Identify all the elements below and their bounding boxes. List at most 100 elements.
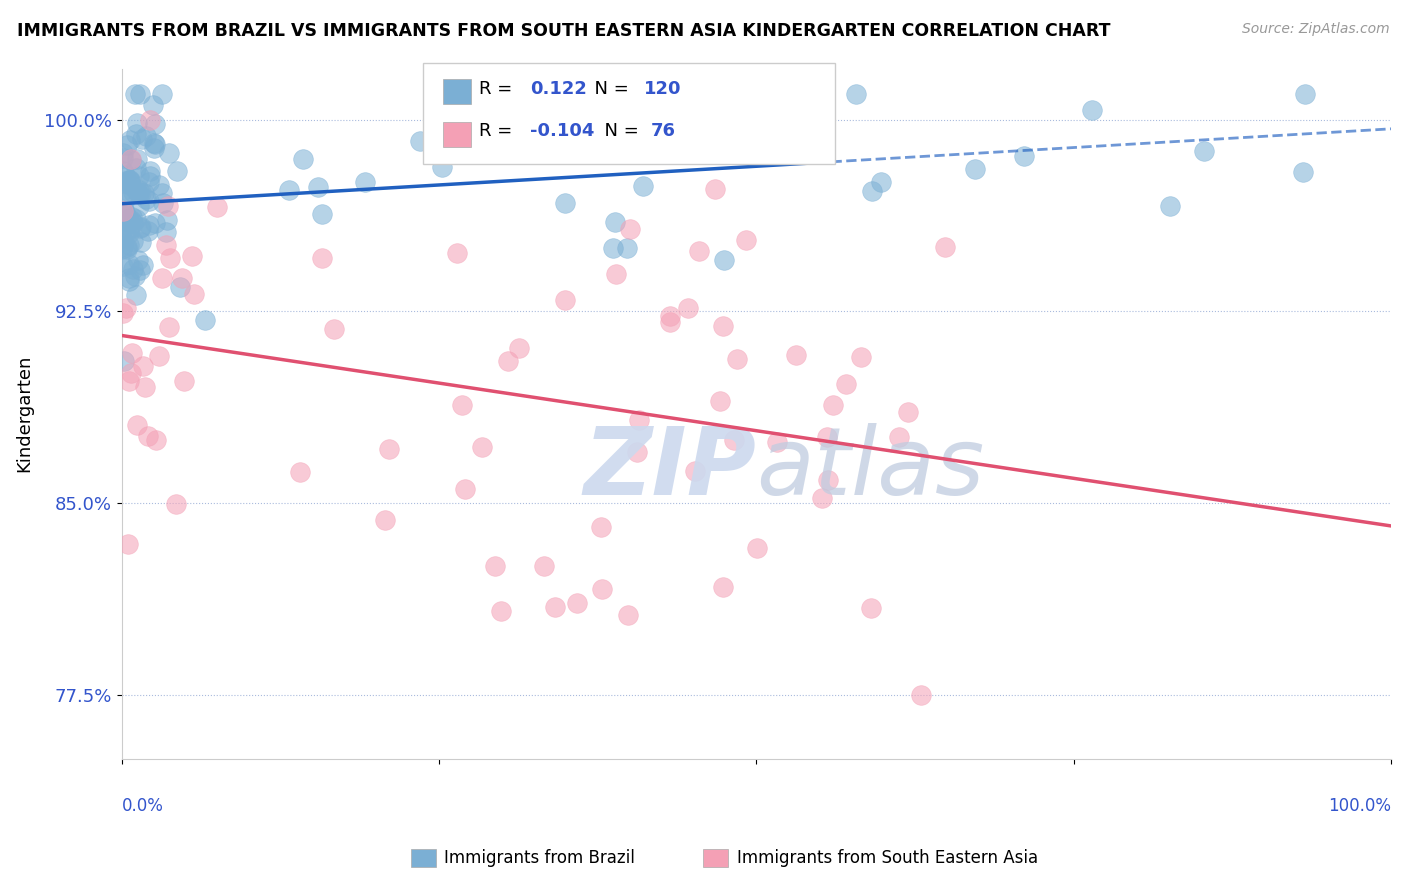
Point (132, 359, 155, 373)
Point (616, 241, 638, 255)
Point (165, 497, 187, 511)
Point (128, 186, 150, 201)
Point (138, 194, 160, 208)
Point (118, 215, 141, 229)
Y-axis label: Kindergarten: Kindergarten (15, 355, 32, 473)
Point (430, 160, 453, 174)
Point (145, 434, 167, 448)
Point (834, 376, 856, 391)
Text: Immigrants from Brazil: Immigrants from Brazil (444, 849, 636, 867)
Point (122, 234, 145, 248)
Point (581, 113, 603, 128)
Point (128, 221, 150, 235)
Point (118, 374, 141, 388)
Point (139, 112, 162, 127)
Point (1194, 145, 1216, 159)
Point (124, 87, 146, 101)
Point (111, 145, 134, 160)
Point (120, 133, 142, 147)
Point (112, 354, 135, 368)
Point (815, 429, 838, 443)
Point (896, 405, 918, 419)
Point (157, 320, 180, 334)
Point (112, 194, 135, 209)
Point (143, 141, 166, 155)
Point (194, 312, 217, 326)
Point (117, 184, 139, 198)
Point (138, 218, 160, 232)
Point (117, 537, 139, 551)
Text: -0.104: -0.104 (530, 122, 595, 140)
Point (772, 141, 794, 155)
Point (738, 87, 761, 101)
Point (125, 184, 148, 198)
Point (118, 237, 141, 252)
Point (1081, 103, 1104, 118)
Point (143, 217, 166, 231)
Point (172, 270, 194, 285)
Point (157, 146, 180, 161)
Point (142, 98, 165, 112)
Point (934, 240, 956, 254)
Point (117, 213, 139, 227)
Point (659, 309, 682, 323)
Point (125, 417, 148, 432)
Point (790, 87, 813, 101)
Point (145, 117, 167, 131)
Text: Immigrants from South Eastern Asia: Immigrants from South Eastern Asia (737, 849, 1038, 867)
Point (617, 607, 640, 622)
Text: 120: 120 (644, 80, 682, 98)
Point (150, 87, 173, 101)
Point (626, 445, 648, 459)
Point (115, 176, 138, 190)
Point (471, 440, 494, 454)
Point (659, 315, 682, 329)
Point (128, 87, 150, 101)
Point (114, 301, 136, 316)
Point (554, 293, 576, 307)
Text: Source: ZipAtlas.com: Source: ZipAtlas.com (1241, 22, 1389, 37)
Text: N =: N = (593, 122, 651, 140)
Point (129, 235, 152, 250)
Point (134, 380, 156, 394)
Point (112, 238, 135, 252)
Point (409, 134, 432, 148)
Point (120, 366, 142, 380)
Text: IMMIGRANTS FROM BRAZIL VS IMMIGRANTS FROM SOUTH EASTERN ASIA KINDERGARTEN CORREL: IMMIGRANTS FROM BRAZIL VS IMMIGRANTS FRO… (17, 22, 1111, 40)
Point (128, 183, 150, 197)
Point (129, 220, 152, 235)
Point (965, 162, 987, 177)
Point (374, 513, 396, 527)
Point (323, 322, 346, 336)
Point (766, 435, 789, 450)
Point (735, 233, 758, 247)
Point (121, 346, 143, 360)
Point (589, 519, 612, 533)
Text: 0.0%: 0.0% (122, 797, 163, 814)
Point (114, 174, 136, 188)
Text: R =: R = (479, 122, 519, 140)
Point (120, 153, 142, 168)
Point (139, 163, 162, 178)
Point (277, 183, 299, 197)
Point (1294, 87, 1316, 101)
Point (169, 280, 191, 294)
Text: ZIP: ZIP (583, 423, 756, 515)
Point (111, 260, 134, 274)
Point (484, 558, 506, 573)
Point (173, 374, 195, 388)
Point (1292, 165, 1315, 179)
Point (118, 271, 141, 285)
Point (148, 350, 170, 364)
Point (124, 268, 146, 283)
Point (111, 203, 134, 218)
Point (111, 164, 134, 178)
Point (290, 465, 312, 479)
Point (811, 491, 834, 506)
Point (785, 348, 807, 362)
Point (713, 252, 735, 267)
Point (120, 178, 142, 192)
Point (561, 140, 583, 154)
Point (155, 238, 177, 252)
Point (799, 145, 821, 160)
